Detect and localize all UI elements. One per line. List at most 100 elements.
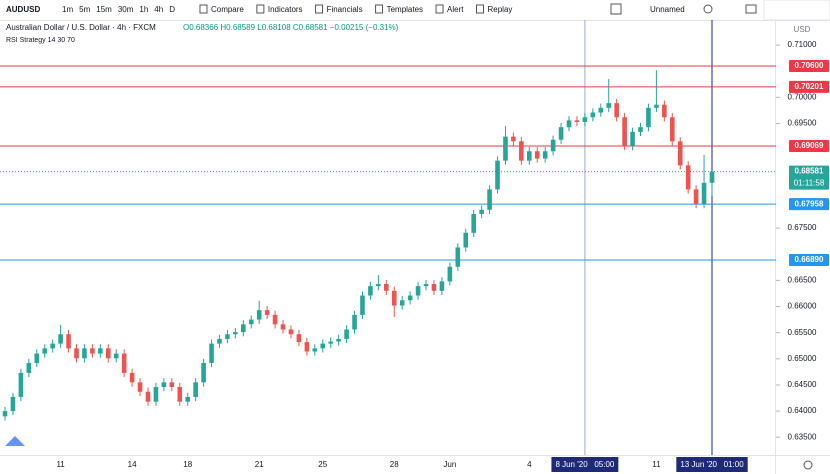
toolbar-button[interactable]: Compare	[211, 5, 244, 14]
candle-body	[685, 165, 691, 190]
interval[interactable]: 5m	[79, 5, 90, 14]
button-icon	[375, 4, 384, 14]
candle-body	[376, 284, 381, 287]
candle-body	[304, 342, 310, 352]
candle-body	[598, 107, 604, 113]
candle-body	[558, 127, 564, 140]
last-price-box	[789, 165, 829, 190]
candle-body	[654, 104, 659, 108]
candle-body	[693, 189, 699, 205]
x-highlight-label: 8 Jun '20 05:00	[555, 460, 614, 469]
x-tick-label: 11	[652, 460, 661, 469]
candle-body	[2, 411, 8, 417]
candle-body	[344, 329, 349, 339]
candle-body	[550, 139, 556, 152]
candle-body	[471, 213, 476, 233]
price-label: 0.70201	[795, 82, 824, 91]
candle-body	[129, 372, 135, 383]
legend-ohlc: O0.68366 H0.68589 L0.68108 C0.68581 −0.0…	[183, 23, 399, 32]
candle-body	[74, 348, 79, 359]
candle-body	[360, 295, 365, 315]
price-label-box	[789, 140, 829, 153]
icon-settings[interactable]	[703, 4, 713, 14]
y-tick-label: 0.70000	[788, 92, 817, 101]
legend-title: Australian Dollar / U.S. Dollar · 4h · F…	[6, 23, 156, 32]
price-label-box	[789, 60, 829, 73]
y-tick-label: 0.64000	[788, 406, 817, 415]
candle-body	[280, 324, 286, 330]
candle-body	[542, 151, 548, 159]
x-highlight-box	[676, 457, 748, 472]
candle-body	[201, 362, 206, 383]
price-label-box	[789, 198, 829, 211]
price-label: 0.69069	[795, 141, 824, 150]
icon-camera[interactable]	[745, 4, 757, 14]
candle-body	[455, 247, 461, 267]
candle-body	[161, 382, 167, 388]
candle-body	[574, 120, 580, 122]
interval[interactable]: 1h	[139, 5, 148, 14]
candle-body	[113, 353, 119, 359]
y-tick-label: 0.63500	[788, 432, 817, 441]
candle-body	[137, 382, 143, 392]
candle-body	[217, 338, 222, 344]
button-icon	[315, 4, 324, 14]
price-label: 0.70600	[795, 61, 824, 70]
candle-body	[415, 286, 421, 296]
candle-body	[630, 131, 635, 147]
candle-body	[98, 348, 103, 354]
x-tick-label: 4	[527, 460, 532, 469]
interval[interactable]: D	[169, 5, 175, 14]
candle-body	[153, 387, 159, 402]
interval[interactable]: 15m	[96, 5, 112, 14]
toolbar-button[interactable]: Replay	[488, 5, 513, 14]
candle-body	[105, 348, 111, 359]
button-icon	[256, 4, 265, 14]
interval[interactable]: 1m	[62, 5, 73, 14]
y-tick-label: 0.65500	[788, 328, 817, 337]
currency: USD	[794, 25, 811, 34]
price-label: 0.67958	[795, 199, 824, 208]
logo	[5, 436, 25, 446]
interval[interactable]: 4h	[154, 5, 163, 14]
symbol[interactable]: AUDUSD	[6, 5, 40, 14]
candle-body	[590, 112, 596, 118]
interval[interactable]: 30m	[118, 5, 134, 14]
candle-body	[177, 387, 183, 402]
candle-body	[646, 107, 651, 128]
candle-body	[487, 189, 492, 210]
toolbar-button[interactable]: Alert	[447, 5, 464, 14]
candle-body	[58, 334, 63, 344]
candle-body	[352, 314, 357, 330]
x-highlight-box	[551, 457, 619, 472]
candle-body	[669, 117, 675, 142]
candle-body	[368, 286, 373, 296]
candle-body	[677, 141, 683, 166]
candle-body	[336, 338, 341, 342]
toolbar-right	[763, 0, 830, 21]
candle-body	[606, 103, 612, 108]
candle-body	[511, 136, 516, 142]
candle-body	[495, 160, 500, 190]
candle-body	[90, 348, 95, 354]
candle-body	[662, 104, 667, 118]
candle-body	[391, 290, 397, 306]
candle-body	[18, 372, 24, 397]
toolbar-button[interactable]: Indicators	[268, 5, 303, 14]
candle-body	[248, 319, 254, 325]
x-tick-label: 21	[255, 460, 264, 469]
candle-body	[479, 209, 484, 214]
candle-body	[582, 117, 588, 122]
icon-axis-settings[interactable]	[803, 460, 813, 470]
layout-name[interactable]: Unnamed	[650, 5, 685, 14]
icon-layout[interactable]	[610, 3, 622, 15]
candle-body	[185, 396, 191, 402]
candle-body	[312, 348, 318, 352]
price-label: 0.66890	[795, 255, 824, 264]
candle-body	[288, 329, 294, 335]
toolbar-button[interactable]: Templates	[387, 5, 423, 14]
candle-body	[272, 314, 278, 325]
candle-body	[50, 343, 55, 349]
toolbar-button[interactable]: Financials	[327, 5, 363, 14]
x-tick-label: 11	[56, 460, 65, 469]
